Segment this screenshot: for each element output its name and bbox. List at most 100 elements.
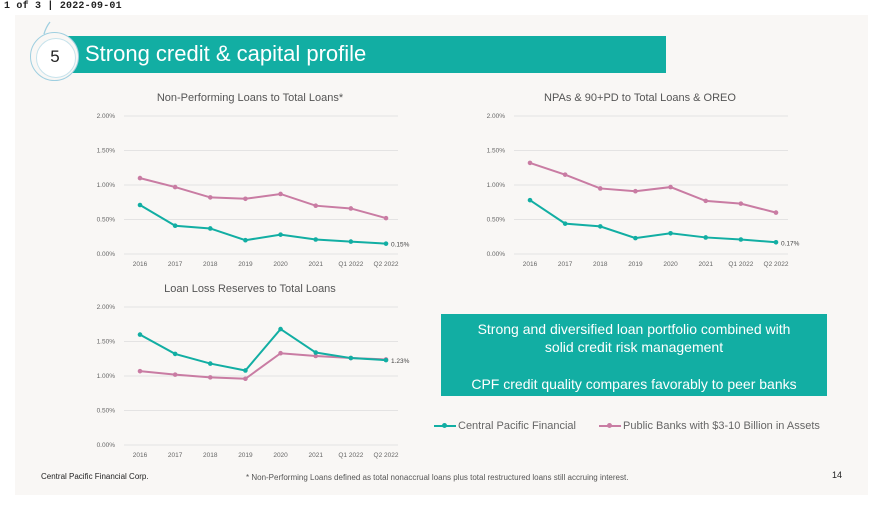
company-name: Central Pacific Financial Corp. [41,472,149,481]
data-point-cpf [562,221,568,226]
data-point-peers [207,375,213,380]
data-point-peers [207,195,213,200]
data-point-peers [668,184,673,190]
y-tick-label: 0.00% [97,442,116,449]
data-point-cpf [527,197,533,203]
section-number: 5 [50,47,60,66]
x-tick-label: Q1 2022 [338,261,363,268]
callout-line-2: solid credit risk management [544,339,724,355]
end-value-label: 0.15% [391,242,410,249]
y-tick-label: 0.00% [487,251,506,258]
data-point-peers [738,201,744,206]
header-date: 2022-09-01 [59,1,122,12]
data-point-cpf [597,224,603,229]
x-tick-label: 2021 [698,261,713,268]
page-number: 14 [832,470,843,480]
data-point-cpf [137,332,143,337]
data-point-peers [703,198,709,204]
section-badge [36,38,76,78]
data-point-peers [562,172,568,177]
x-tick-label: 2019 [628,261,643,268]
series-line-peers [529,161,777,214]
x-tick-label: 2018 [593,261,608,268]
legend-label-peers: Public Banks with $3-10 Billion in Asset… [623,420,820,432]
data-point-cpf [738,237,744,242]
x-tick-label: 2019 [238,452,253,459]
data-point-cpf [137,202,143,208]
data-point-peers [243,196,248,202]
data-point-cpf [313,350,319,355]
x-tick-label: 2018 [203,261,218,268]
y-tick-label: 2.00% [97,304,116,311]
data-point-peers [527,160,533,166]
end-value-label: 1.23% [391,358,410,365]
x-tick-label: Q2 2022 [374,261,399,268]
title-band [59,36,666,73]
legend-swatch-peers [599,421,621,431]
y-tick-label: 0.50% [97,408,116,415]
data-point-peers [773,210,779,215]
x-tick-label: 2017 [168,261,183,268]
callout-line-3: CPF credit quality compares favorably to… [471,376,797,392]
data-point-peers [278,350,283,356]
data-point-peers [172,372,178,377]
data-point-peers [137,175,143,181]
end-value-label: 0.17% [781,240,800,247]
x-tick-label: Q1 2022 [338,452,363,459]
x-tick-label: 2017 [558,261,573,268]
data-point-cpf [668,231,673,236]
data-point-cpf [207,226,213,231]
y-tick-label: 1.50% [97,148,116,155]
data-point-peers [278,191,283,197]
data-point-peers [137,368,143,374]
x-tick-label: 2016 [523,261,538,268]
slide-canvas [15,15,868,495]
data-point-cpf [383,241,389,246]
y-tick-label: 0.50% [487,217,506,224]
x-tick-label: 2018 [203,452,218,459]
chart-title: Loan Loss Reserves to Total Loans [164,283,336,295]
header-separator: | [47,1,54,12]
series-line-cpf [139,327,387,372]
y-tick-label: 2.00% [487,113,506,120]
data-point-cpf [172,351,178,357]
data-point-cpf [383,357,389,363]
data-point-peers [348,206,354,211]
legend-item-cpf: Central Pacific Financial [434,420,576,432]
data-point-cpf [172,223,178,229]
data-point-peers [243,376,248,382]
data-point-cpf [243,237,248,243]
x-tick-label: 2020 [273,452,288,459]
data-point-cpf [633,235,638,241]
data-point-cpf [278,232,283,237]
x-tick-label: 2021 [308,261,323,268]
x-tick-label: 2021 [308,452,323,459]
legend-item-peers: Public Banks with $3-10 Billion in Asset… [599,420,820,432]
data-point-cpf [773,239,779,245]
page-indicator: 1 of 3 [4,1,42,12]
data-point-cpf [207,361,213,366]
x-tick-label: 2019 [238,261,253,268]
y-tick-label: 1.00% [97,373,116,380]
y-tick-label: 1.00% [97,182,116,189]
chart-title: Non-Performing Loans to Total Loans* [157,92,344,104]
chart-title: NPAs & 90+PD to Total Loans & OREO [544,92,736,104]
y-tick-label: 1.50% [97,339,116,346]
callout-box: Strong and diversified loan portfolio co… [441,314,827,396]
data-point-peers [383,215,389,221]
data-point-cpf [278,326,283,332]
data-point-cpf [348,239,354,244]
y-tick-label: 1.50% [487,148,506,155]
x-tick-label: 2020 [663,261,678,268]
legend-label-cpf: Central Pacific Financial [458,420,576,432]
data-point-cpf [313,237,319,242]
slide-title: Strong credit & capital profile [85,41,367,66]
y-tick-label: 0.50% [97,217,116,224]
x-tick-label: 2017 [168,452,183,459]
footnote: * Non-Performing Loans defined as total … [246,473,629,482]
y-tick-label: 1.00% [487,182,506,189]
npl-chart: Non-Performing Loans to Total Loans* 0.00… [97,92,410,268]
series-line-peers [139,177,387,220]
data-point-peers [597,186,603,191]
data-point-peers [313,353,319,359]
